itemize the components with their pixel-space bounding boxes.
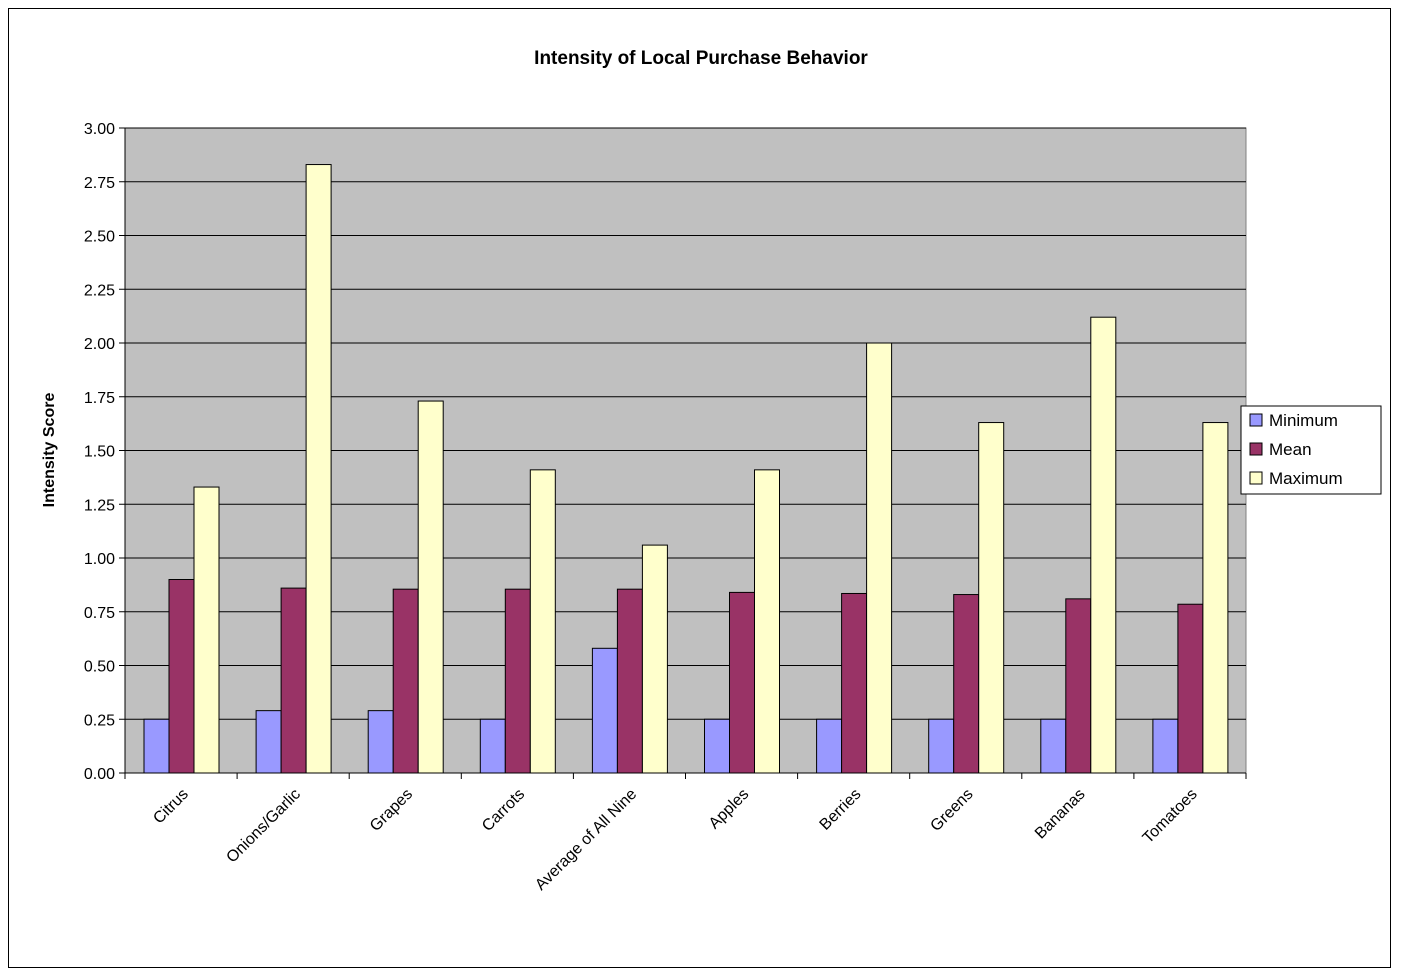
- x-tick-label: Apples: [706, 786, 753, 833]
- legend: Minimum Mean Maximum: [1240, 405, 1382, 495]
- legend-swatch-mean: [1249, 442, 1263, 456]
- y-tick-label: 1.25: [84, 497, 115, 514]
- bar-maximum: [1202, 422, 1229, 774]
- bar-mean: [953, 594, 980, 774]
- x-tick-label: Berries: [817, 786, 865, 834]
- bars: [143, 164, 1229, 774]
- bar-mean: [392, 588, 419, 774]
- bar-minimum: [255, 710, 282, 774]
- bar-mean: [168, 579, 195, 774]
- y-tick-label: 2.25: [84, 282, 115, 299]
- y-tick-label: 0.25: [84, 712, 115, 729]
- y-tick-label: 2.00: [84, 336, 115, 353]
- bar-maximum: [529, 469, 556, 774]
- x-tick-label: Carrots: [479, 786, 528, 835]
- chart-frame: Intensity of Local Purchase Behavior 0.0…: [8, 8, 1391, 968]
- bar-maximum: [417, 400, 444, 774]
- bar-maximum: [754, 469, 780, 774]
- bar-maximum: [193, 486, 220, 774]
- x-tick-labels: Citrus Onions/Garlic Grapes Carrots Average …: [150, 786, 1200, 894]
- bar-mean: [1177, 603, 1204, 774]
- bar-maximum: [305, 164, 332, 774]
- x-tick-label: Average of All Nine: [532, 786, 640, 894]
- x-tick-label: Onions/Garlic: [223, 786, 304, 867]
- legend-swatch-maximum: [1249, 471, 1263, 485]
- legend-swatch-minimum: [1249, 413, 1263, 427]
- bar-minimum: [928, 718, 955, 774]
- axes: [119, 127, 1247, 779]
- y-tick-label: 0.50: [84, 659, 115, 676]
- legend-label-mean: Mean: [1269, 440, 1312, 459]
- x-tick-label: Tomatoes: [1140, 786, 1201, 847]
- bar-minimum: [1152, 718, 1179, 774]
- bar-maximum: [1090, 316, 1117, 774]
- bar-mean: [841, 592, 868, 774]
- y-axis-label: Intensity Score: [41, 393, 58, 508]
- bar-mean: [280, 587, 307, 774]
- bar-minimum: [816, 718, 843, 774]
- legend-label-minimum: Minimum: [1269, 411, 1338, 430]
- y-tick-label: 2.75: [84, 175, 115, 192]
- bar-chart: Intensity of Local Purchase Behavior 0.0…: [41, 48, 1382, 894]
- bar-mean: [729, 591, 755, 774]
- y-tick-label: 0.00: [84, 766, 115, 783]
- bar-minimum: [591, 647, 618, 774]
- x-tick-label: Citrus: [150, 786, 192, 828]
- legend-label-maximum: Maximum: [1269, 469, 1343, 488]
- bar-mean: [504, 588, 531, 774]
- chart-title: Intensity of Local Purchase Behavior: [534, 48, 868, 69]
- plot-area: 0.00 0.25 0.50 0.75 1.00 1.25 1.50 1.75 2.00 2.25…: [84, 121, 1247, 894]
- y-tick-label: 2.50: [84, 229, 115, 246]
- y-tick-label: 1.75: [84, 390, 115, 407]
- y-tick-labels: 0.00 0.25 0.50 0.75 1.00 1.25 1.50 1.75 2.00 2.25…: [84, 121, 115, 783]
- x-tick-label: Greens: [927, 786, 976, 835]
- bar-maximum: [978, 422, 1005, 774]
- bar-minimum: [479, 718, 506, 774]
- bar-minimum: [1040, 718, 1067, 774]
- bar-mean: [1065, 598, 1092, 774]
- legend-box: [1240, 405, 1382, 495]
- x-tick-label: Grapes: [367, 786, 416, 835]
- bar-mean: [616, 588, 643, 774]
- bar-maximum: [866, 342, 893, 774]
- bar-minimum: [367, 710, 394, 774]
- bar-maximum: [641, 544, 668, 774]
- bar-minimum: [704, 718, 730, 774]
- y-tick-label: 1.00: [84, 551, 115, 568]
- y-tick-label: 3.00: [84, 121, 115, 138]
- y-tick-label: 0.75: [84, 605, 115, 622]
- x-tick-label: Bananas: [1032, 786, 1089, 843]
- bar-minimum: [143, 718, 170, 774]
- y-tick-label: 1.50: [84, 444, 115, 461]
